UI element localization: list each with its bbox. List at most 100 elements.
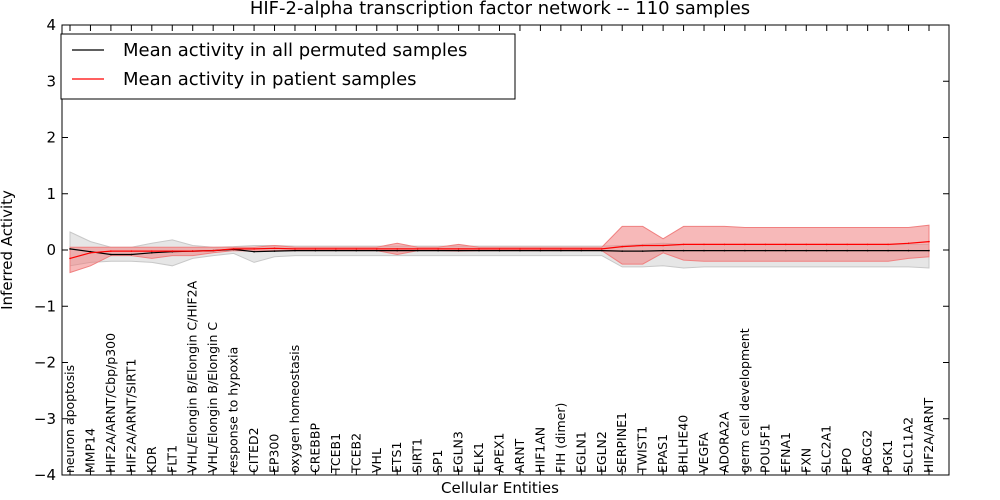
point-series-0 xyxy=(335,249,337,252)
x-tick-label: HIF2A/ARNT/SIRT1 xyxy=(123,359,138,473)
point-series-0 xyxy=(641,250,644,252)
point-series-0 xyxy=(907,249,910,252)
x-tick-label: EGLN2 xyxy=(594,431,609,473)
x-tick-label: CREBBP xyxy=(307,423,322,473)
point-series-1 xyxy=(601,248,603,250)
y-tick-label: −2 xyxy=(34,354,56,372)
point-series-1 xyxy=(785,243,787,246)
y-tick-label: 0 xyxy=(46,241,56,259)
point-series-1 xyxy=(212,249,214,252)
x-tick-label: EGLN3 xyxy=(451,431,466,473)
x-tick-label: FIH (dimer) xyxy=(553,403,568,473)
x-tick-label: germ cell development xyxy=(737,328,752,473)
point-series-1 xyxy=(641,244,644,247)
x-tick-label: KDR xyxy=(144,446,159,473)
point-series-1 xyxy=(805,243,808,246)
point-series-0 xyxy=(314,249,317,252)
point-series-1 xyxy=(314,248,317,250)
y-axis-label: Inferred Activity xyxy=(0,190,16,310)
point-series-0 xyxy=(376,249,378,252)
point-series-0 xyxy=(519,249,521,252)
point-series-1 xyxy=(110,250,112,252)
point-series-0 xyxy=(273,250,276,252)
point-series-1 xyxy=(825,243,828,246)
y-axis: −4 −3 −2 −1 0 1 2 3 4 xyxy=(34,16,949,484)
x-tick-label: EGLN1 xyxy=(573,431,588,473)
x-tick-label: HIF2A/ARNT/Cbp/p300 xyxy=(103,333,118,473)
point-series-0 xyxy=(825,249,828,252)
legend-label-patient: Mean activity in patient samples xyxy=(123,69,417,90)
x-tick-label: VHL/Elongin B/Elongin C xyxy=(205,322,220,473)
point-series-0 xyxy=(437,249,439,252)
x-tick-label: EFNA1 xyxy=(778,432,793,473)
x-tick-label: ETS1 xyxy=(389,442,404,473)
point-series-1 xyxy=(151,250,153,252)
x-tick-label: EPO xyxy=(839,448,854,473)
x-tick-label: oxygen homeostasis xyxy=(287,345,302,473)
point-series-1 xyxy=(130,250,133,252)
point-series-1 xyxy=(437,248,439,250)
y-tick-label: 4 xyxy=(46,16,56,34)
x-tick-label: EPAS1 xyxy=(655,434,670,473)
legend-frame xyxy=(60,33,516,100)
point-series-0 xyxy=(478,249,480,252)
point-series-1 xyxy=(232,248,235,250)
point-series-1 xyxy=(928,240,930,243)
y-tick-label: −3 xyxy=(34,410,56,428)
x-tick-label: CITED2 xyxy=(246,427,261,473)
x-tick-label: HIF1AN xyxy=(532,427,547,473)
point-series-0 xyxy=(110,253,112,256)
point-series-1 xyxy=(560,248,562,250)
series-lines xyxy=(69,240,930,260)
x-tick-label: HIF2A/ARNT xyxy=(921,397,936,473)
y-tick-label: −4 xyxy=(34,466,56,484)
x-tick-label: TCEB2 xyxy=(348,433,363,474)
point-series-0 xyxy=(539,249,542,252)
point-series-0 xyxy=(785,249,787,252)
x-tick-label: response to hypoxia xyxy=(226,347,241,473)
point-series-1 xyxy=(457,248,460,250)
x-tick-label: VEGFA xyxy=(696,432,711,473)
point-series-1 xyxy=(416,248,419,250)
x-tick-label: EP300 xyxy=(267,434,282,473)
point-series-1 xyxy=(846,243,848,246)
point-series-1 xyxy=(396,248,399,250)
point-series-1 xyxy=(498,248,501,250)
x-tick-label: ABCG2 xyxy=(860,430,875,473)
y-tick-label: −1 xyxy=(34,297,56,315)
x-axis-label: Cellular Entities xyxy=(441,479,559,497)
x-tick-label: VHL/Elongin B/Elongin C/HIF2A xyxy=(185,280,200,473)
y-tick-label: 2 xyxy=(46,129,56,147)
point-series-1 xyxy=(887,243,889,246)
point-series-0 xyxy=(662,249,664,252)
point-series-1 xyxy=(519,248,521,250)
point-series-0 xyxy=(416,249,419,252)
x-tick-label: TWIST1 xyxy=(635,426,650,474)
x-tick-label: SERPINE1 xyxy=(614,412,629,473)
x-tick-label: neuron apoptosis xyxy=(62,365,77,473)
point-series-0 xyxy=(682,249,685,252)
point-series-0 xyxy=(130,253,133,256)
point-series-1 xyxy=(744,243,746,246)
point-series-0 xyxy=(457,249,460,252)
point-series-1 xyxy=(335,248,337,250)
point-series-0 xyxy=(928,249,930,252)
x-tick-label: VHL xyxy=(369,448,384,473)
point-series-0 xyxy=(151,252,153,254)
point-series-1 xyxy=(907,242,910,245)
point-series-0 xyxy=(805,249,808,252)
point-series-1 xyxy=(682,243,685,246)
point-series-0 xyxy=(601,249,603,252)
point-series-0 xyxy=(498,249,501,252)
point-series-1 xyxy=(723,243,726,246)
x-tick-label: ELK1 xyxy=(471,442,486,473)
x-tick-label: MMP14 xyxy=(83,428,98,473)
point-series-0 xyxy=(723,249,726,252)
point-series-1 xyxy=(478,248,480,250)
point-series-1 xyxy=(703,243,705,246)
point-series-0 xyxy=(866,249,869,252)
point-series-1 xyxy=(89,252,92,254)
y-tick-label: 1 xyxy=(46,185,56,203)
x-axis: neuron apoptosis MMP14 HIF2A/ARNT/Cbp/p300… xyxy=(62,25,936,475)
point-series-0 xyxy=(621,250,623,252)
